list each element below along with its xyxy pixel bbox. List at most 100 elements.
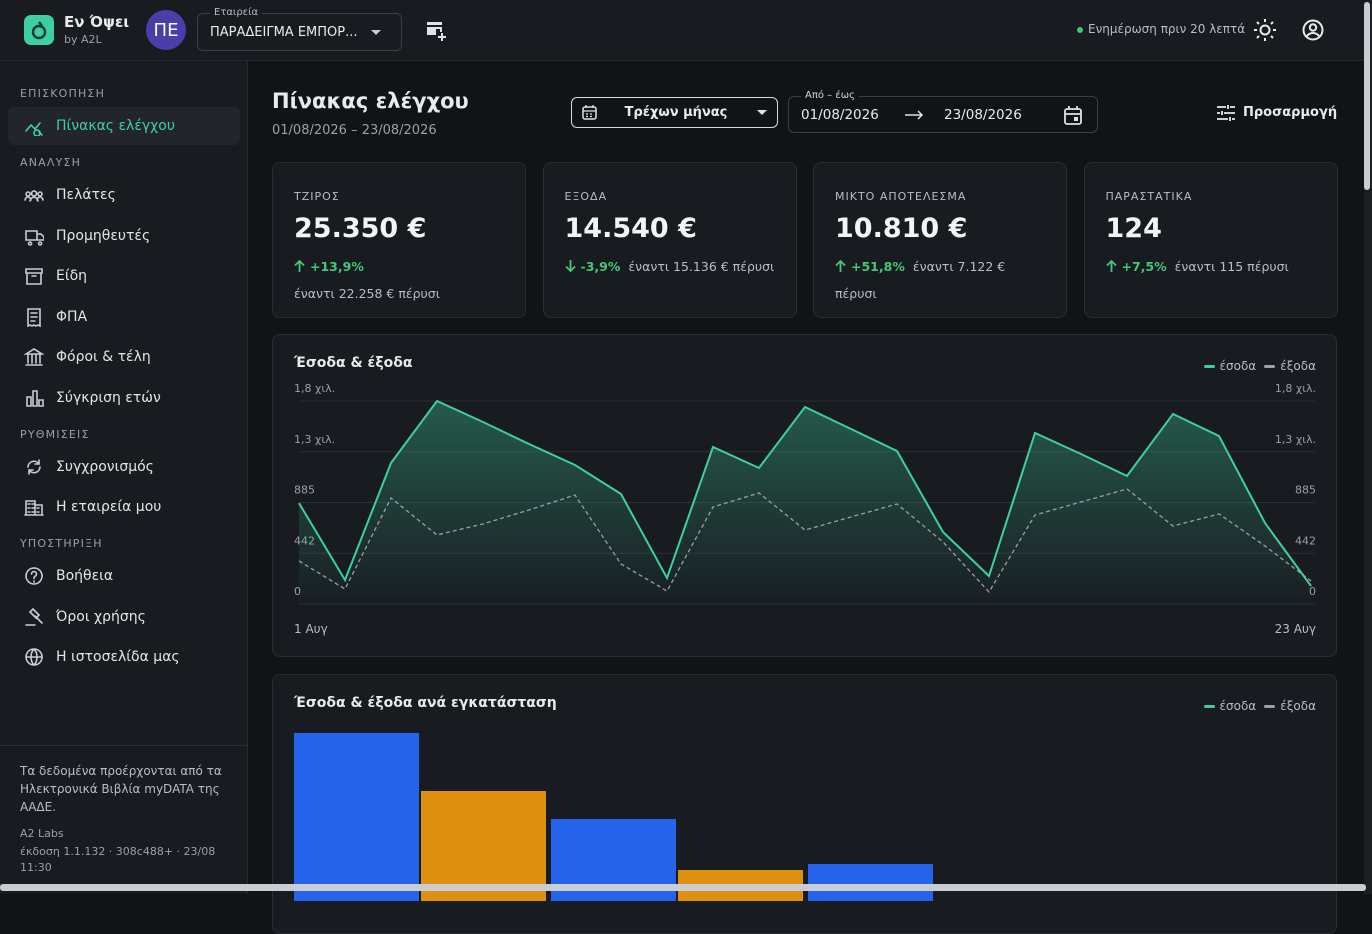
y2-tick-label: 0 (1309, 585, 1316, 598)
nav-item[interactable]: Σύγκριση ετών (8, 379, 240, 417)
area (299, 401, 1311, 604)
y2-tick-label: 1,3 χιλ. (1275, 433, 1316, 446)
nav-icon (25, 567, 43, 585)
chart-title: Έσοδα & έξοδα (294, 355, 413, 371)
kpi-value: 25.350 € (294, 213, 427, 244)
app-by: by A2L (64, 33, 102, 46)
date-range[interactable]: Από – έως 01/08/2026 23/08/2026 (788, 90, 1098, 133)
line (298, 488, 1312, 594)
nav-item[interactable]: Βοήθεια (8, 557, 240, 595)
nav-item[interactable]: Πίνακας ελέγχου (8, 107, 240, 145)
legend: έσοδα έξοδα (1203, 699, 1316, 713)
icon-path (25, 648, 43, 666)
y-tick-label: 885 (294, 484, 315, 497)
legend-entry: έσοδα (1203, 699, 1257, 713)
h-scrollbar-thumb[interactable] (0, 884, 1366, 891)
bar (808, 864, 933, 901)
icon-path (25, 607, 43, 626)
nav-item[interactable]: Όροι χρήσης (8, 598, 240, 636)
period-select[interactable]: Τρέχων μήνας (571, 97, 778, 128)
bar (421, 791, 546, 901)
chart-title: Έσοδα & έξοδα ανά εγκατάσταση (294, 695, 557, 711)
x-tick-label: 23 Αυγ (1275, 622, 1316, 636)
chart-card: Έσοδα & έξοδαέσοδαέξοδα004424428858851,3… (272, 334, 1337, 657)
user-icon[interactable] (1302, 19, 1324, 41)
nav-label: Όροι χρήσης (56, 608, 146, 625)
kpi-card: ΠΑΡΑΣΤΑΤΙΚΑ 124 +7,5% έναντι 115 πέρυσι (1083, 162, 1338, 318)
legend-marker (1203, 704, 1215, 708)
calendar-icon (582, 105, 597, 120)
scrollbar-thumb[interactable] (1364, 2, 1370, 190)
legend-label: έσοδα (1219, 699, 1257, 713)
kpi-change-row: +51,8% έναντι 7.122 € πέρυσι (835, 253, 1050, 307)
nav-item[interactable]: Η ιστοσελίδα μας (8, 638, 240, 676)
avatar[interactable]: ΠΕ (146, 10, 186, 50)
section-title: ΥΠΟΣΤΗΡΙΞΗ (20, 537, 103, 550)
nav-label: Είδη (56, 268, 88, 284)
line (298, 399, 1312, 587)
icon-path (24, 348, 44, 366)
kpi-label: ΕΞΟΔΑ (564, 190, 608, 203)
icon-path (27, 307, 41, 327)
section-title: ΡΥΘΜΙΣΕΙΣ (20, 427, 90, 441)
nav-icon (25, 607, 43, 626)
footer-note: Τα δεδομένα προέρχονται από τα Ηλεκτρονι… (20, 764, 222, 814)
page-subtitle: 01/08/2026 – 23/08/2026 (272, 123, 437, 138)
nav-item[interactable]: Είδη (8, 257, 240, 295)
nav-label: Η ιστοσελίδα μας (56, 649, 180, 665)
date-from: 01/08/2026 (801, 107, 879, 123)
nav-item[interactable]: Φόροι & τέλη (8, 338, 240, 376)
section-title: ΕΠΙΣΚΟΠΗΣΗ (20, 87, 106, 100)
nav-icon (26, 389, 44, 407)
nav-label: ΦΠΑ (56, 308, 88, 325)
customize-icon (1217, 105, 1235, 121)
nav-label: Φόροι & τέλη (56, 349, 151, 365)
kpi-change-row: +13,9% έναντι 22.258 € πέρυσι (294, 253, 509, 307)
icon-path (27, 458, 41, 475)
trend-arrow (294, 259, 305, 272)
nav-item[interactable]: Η εταιρεία μου (8, 488, 240, 526)
customize[interactable]: Προσαρμογή (1243, 105, 1338, 120)
kpi-change-row: +7,5% έναντι 115 πέρυσι (1105, 253, 1321, 280)
nav-icon (25, 229, 44, 246)
add-store-icon[interactable] (424, 19, 448, 43)
nav-label: Η εταιρεία μου (56, 499, 162, 515)
nav-item[interactable]: Πελάτες (8, 176, 240, 214)
legend-entry: έσοδα (1203, 359, 1256, 373)
app-name: Εν Όψει (64, 13, 130, 31)
nav-item[interactable]: Συγχρονισμός (8, 448, 240, 486)
nav-icon (24, 348, 44, 366)
kpi-change: +51,8% (851, 259, 905, 274)
kpi-comparison: έναντι 115 πέρυσι (1174, 259, 1289, 274)
nav-icon (25, 122, 43, 136)
nav-item[interactable]: Προμηθευτές (8, 217, 240, 255)
calendar-icon[interactable] (1064, 106, 1082, 125)
company-name: ΠΑΡΑΔΕΙΓΜΑ ΕΜΠΟΡ... (210, 25, 358, 40)
trend-arrow (835, 259, 846, 272)
kpi-card: ΜΙΚΤΟ ΑΠΟΤΕΛΕΣΜΑ 10.810 € +51,8% έναντι 7.1… (813, 162, 1067, 318)
status-dot (1077, 27, 1083, 33)
nav-label: Σύγκριση ετών (56, 389, 161, 406)
top-bar: Εν Όψει by A2L ΠΕ Εταιρεία ΠΑΡΑΔΕΙΓΜΑ ΕΜ… (0, 0, 1364, 61)
arrow-icon (905, 110, 924, 120)
line-chart: 004424428858851,3 χιλ.1,3 χιλ.1,8 χιλ.1,… (294, 382, 1316, 636)
y2-tick-label: 442 (1295, 534, 1316, 547)
theme-toggle[interactable] (1254, 19, 1276, 41)
kpi-value: 124 (1105, 213, 1162, 244)
nav-icon (27, 307, 41, 327)
footer-version: έκδοση 1.1.132 · 308c488+ · 23/08 11:30 (20, 845, 216, 874)
legend-marker (1264, 364, 1276, 368)
nav-item[interactable]: ΦΠΑ (8, 298, 240, 336)
bar (294, 733, 419, 901)
kpi-label: ΤΖΙΡΟΣ (294, 190, 340, 203)
company-select[interactable]: Εταιρεία ΠΑΡΑΔΕΙΓΜΑ ΕΜΠΟΡ... (197, 7, 402, 51)
kpi-label: ΠΑΡΑΣΤΑΤΙΚΑ (1105, 190, 1193, 203)
divider (0, 745, 247, 746)
arrow-path (1105, 259, 1117, 272)
kpi-comparison: έναντι 15.136 € πέρυσι (628, 259, 775, 274)
kpi-change-wrap: -3,9% (564, 259, 620, 274)
bar-chart (294, 733, 933, 901)
y-tick-label: 0 (294, 585, 301, 598)
nav-icon (25, 648, 43, 666)
